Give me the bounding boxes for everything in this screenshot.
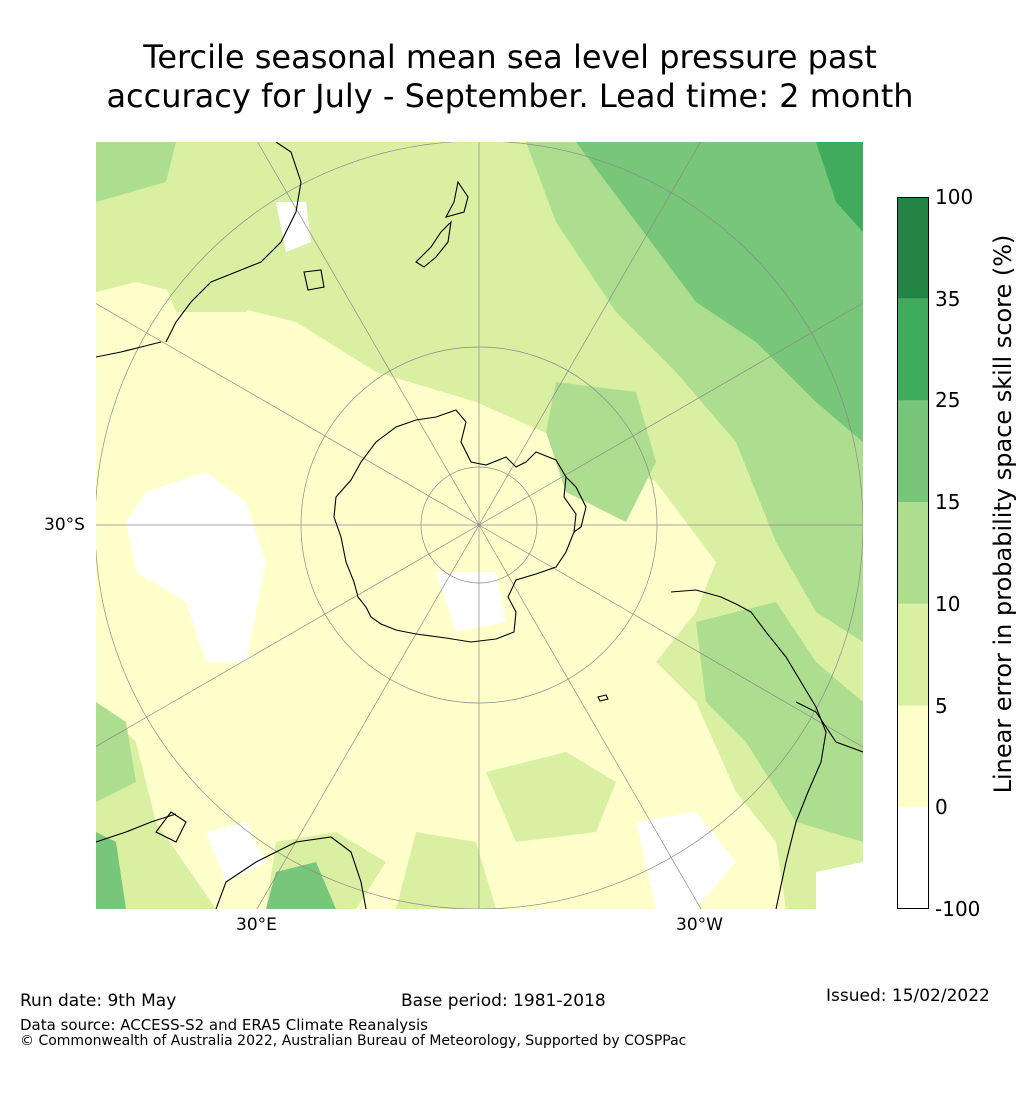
lon-label-30e: 30°E <box>236 915 277 935</box>
coastline-tasmania <box>303 269 325 291</box>
coastline-falklands <box>597 694 609 702</box>
colorbar-tick-label: 10 <box>935 591 961 616</box>
colorbar-tick-label: -100 <box>935 897 981 921</box>
field-mid-green <box>546 382 656 522</box>
field-mid-green <box>96 702 136 802</box>
field-mid-green <box>696 602 863 842</box>
colorbar-tick-label: 5 <box>935 693 948 718</box>
lat-label-30s: 30°S <box>44 515 85 535</box>
field-green <box>576 142 863 442</box>
issued-date: Issued: 15/02/2022 <box>826 986 990 1006</box>
field-white <box>636 812 736 909</box>
coastline-south-america-east <box>795 701 863 753</box>
colorbar-band <box>897 298 929 401</box>
data-source: Data source: ACCESS-S2 and ERA5 Climate … <box>20 1016 428 1034</box>
colorbar-band <box>897 400 929 503</box>
coastline-new-zealand-north <box>444 180 469 218</box>
colorbar-band <box>897 807 929 909</box>
field-white <box>206 822 266 882</box>
field-light-green <box>156 232 276 312</box>
colorbar-band <box>897 603 929 706</box>
graticule <box>96 142 863 909</box>
field-green <box>96 832 126 909</box>
field-white <box>276 202 311 252</box>
run-date: Run date: 9th May <box>20 991 177 1011</box>
colorbar-tick-label: 0 <box>935 795 948 820</box>
colorbar-tick-label: 15 <box>935 490 961 515</box>
copyright: © Commonwealth of Australia 2022, Austra… <box>20 1033 687 1049</box>
colorbar-tick-label: 100 <box>935 185 974 209</box>
polar-map <box>96 142 863 909</box>
coastline-africa-horn <box>96 813 177 843</box>
coastline-new-zealand-south <box>415 220 452 268</box>
colorbar-tick-label: 35 <box>935 286 961 311</box>
graticule-meridian <box>96 302 863 747</box>
chart-title: Tercile seasonal mean sea level pressure… <box>0 38 1020 116</box>
coastline-madagascar <box>155 811 187 843</box>
field-light-green <box>486 752 616 842</box>
field-dark-green <box>816 142 863 232</box>
coastlines <box>96 142 863 909</box>
field-light-green <box>396 832 496 909</box>
colorbar-band <box>897 705 929 808</box>
field-white <box>816 862 863 909</box>
colorbar-tick-label: 25 <box>935 388 961 413</box>
coastline-antarctica <box>333 409 577 643</box>
lon-label-30w: 30°W <box>676 915 723 935</box>
field-white <box>436 572 506 632</box>
map-svg <box>96 142 863 909</box>
coastline-south-america <box>670 589 827 909</box>
colorbar-svg <box>897 197 929 909</box>
field-white <box>126 472 266 662</box>
title-line-2: accuracy for July - September. Lead time… <box>106 77 914 115</box>
colorbar-label: Linear error in probability space skill … <box>989 234 1017 794</box>
colorbar <box>897 197 929 909</box>
colorbar-band <box>897 502 929 604</box>
colorbar-band <box>897 197 929 299</box>
field-mid-green <box>96 142 176 202</box>
coastline-africa <box>215 836 367 909</box>
base-period: Base period: 1981-2018 <box>401 991 606 1011</box>
coastline-australia <box>165 142 302 343</box>
coastline-antarctic-peninsula <box>565 476 587 533</box>
title-line-1: Tercile seasonal mean sea level pressure… <box>143 38 877 76</box>
coastline-australia-west <box>96 341 162 358</box>
